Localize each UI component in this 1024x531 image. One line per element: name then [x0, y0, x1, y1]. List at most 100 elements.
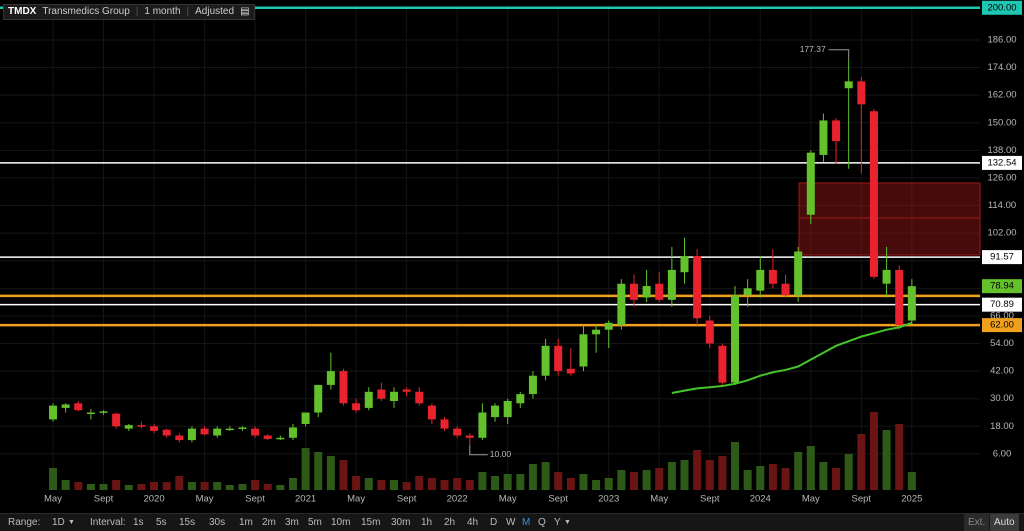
volume-bar [554, 472, 563, 490]
candle-body [314, 384, 323, 413]
volume-bar [806, 446, 815, 490]
x-tick-label: Sept [94, 494, 114, 505]
interval-option[interactable]: 5s [156, 517, 167, 528]
y-tick-label: 162.00 [987, 90, 1016, 101]
x-tick-label: May [196, 494, 214, 505]
candle-body [377, 389, 386, 399]
x-tick-label: 2024 [750, 494, 771, 505]
volume-bar [516, 474, 525, 490]
company-name: Transmedics Group [42, 6, 130, 17]
volume-bar [667, 462, 676, 490]
interval-option[interactable]: 2m [262, 517, 276, 528]
candle-body [86, 412, 95, 415]
candle-body [251, 428, 260, 436]
candle-body [895, 269, 904, 326]
level-label: 200.00 [987, 2, 1016, 13]
candle-body [453, 428, 462, 436]
period[interactable]: 1 month [144, 6, 181, 17]
interval-option[interactable]: Q [538, 517, 546, 528]
interval-label: Interval: [90, 517, 126, 528]
bottom-toolbar: Range: 1D ▼ Interval: 1s 5s 15s 30s 1m 2m 3m 5m… [0, 513, 1024, 531]
volume-bar [907, 472, 916, 490]
interval-option[interactable]: 3m [285, 517, 299, 528]
interval-option[interactable]: 2h [444, 517, 456, 528]
candle-body [680, 256, 689, 273]
interval-option[interactable]: 5m [308, 517, 322, 528]
candle-body [288, 427, 297, 438]
toggle-button[interactable]: Auto [990, 514, 1019, 531]
volume-bar [743, 470, 752, 490]
interval-option[interactable]: 30m [391, 517, 411, 528]
level-label: 62.00 [990, 320, 1014, 331]
x-tick-label: 2021 [295, 494, 316, 505]
candle-body [225, 428, 234, 431]
candle-body [213, 428, 222, 436]
volume-bar [200, 482, 209, 490]
volume-bar [99, 484, 108, 490]
candle-body [541, 345, 550, 376]
symbol[interactable]: TMDX [8, 6, 37, 17]
annotation-leader [469, 444, 488, 456]
volume-bar [49, 468, 57, 490]
interval-option[interactable]: 1s [133, 517, 144, 528]
volume-bar [137, 484, 146, 490]
level-label: 132.54 [987, 157, 1016, 168]
menu-icon[interactable]: ▤ [240, 6, 250, 17]
candle-body [819, 120, 828, 155]
volume-bar [617, 470, 626, 490]
x-tick-label: Sept [245, 494, 265, 505]
interval-option[interactable]: 15m [361, 517, 381, 528]
level-tag [982, 0, 1022, 15]
interval-option[interactable]: M [522, 517, 531, 528]
volume-bar [491, 476, 500, 490]
candle-body [352, 403, 361, 411]
adjust[interactable]: Adjusted [195, 6, 235, 17]
y-tick-label: 102.00 [987, 228, 1016, 239]
dropdown-arrow[interactable]: ▼ [564, 519, 571, 526]
dropdown-arrow[interactable]: ▼ [68, 519, 75, 526]
candle-body [579, 334, 588, 367]
volume-bar [112, 480, 121, 490]
candle-body [667, 269, 676, 300]
volume-bar [440, 480, 449, 490]
candle-body [74, 403, 83, 411]
x-tick-label: 2025 [901, 494, 922, 505]
y-tick-label: 174.00 [987, 62, 1016, 73]
separator: | [186, 6, 190, 17]
interval-option[interactable]: 10m [331, 517, 351, 528]
x-tick-label: Sept [397, 494, 417, 505]
candle-body [162, 429, 171, 436]
candle-body [756, 269, 765, 291]
interval-option[interactable]: W [506, 517, 516, 528]
x-tick-label: May [499, 494, 517, 505]
volume-bar [453, 478, 462, 490]
candle-body [465, 435, 474, 438]
interval-option[interactable]: 30s [209, 517, 226, 528]
interval-option[interactable]: 1m [239, 517, 253, 528]
x-tick-label: 2023 [598, 494, 619, 505]
candle-body [869, 111, 878, 277]
range-select[interactable]: 1D [52, 517, 65, 528]
candle-body [427, 405, 436, 420]
interval-option[interactable]: D [490, 517, 498, 528]
volume-bar [251, 480, 260, 490]
volume-bar [857, 434, 866, 490]
range-label: Range: [8, 517, 41, 528]
volume-bar [693, 450, 702, 490]
interval-option[interactable]: 4h [467, 517, 479, 528]
toggle-button[interactable]: Ext. [964, 514, 990, 531]
volume-bar [61, 480, 70, 490]
x-tick-label: 2022 [447, 494, 468, 505]
volume-bar [162, 482, 171, 490]
candle-body [99, 411, 108, 413]
volume-bar [187, 482, 196, 490]
interval-option[interactable]: Y [554, 517, 561, 528]
volume-bar [768, 464, 777, 490]
annotation-leader [828, 49, 850, 60]
interval-option[interactable]: 1h [421, 517, 433, 528]
interval-option[interactable]: 15s [179, 517, 196, 528]
candle-body [187, 428, 196, 441]
candle-body [907, 286, 916, 321]
volume-bar [390, 480, 399, 490]
